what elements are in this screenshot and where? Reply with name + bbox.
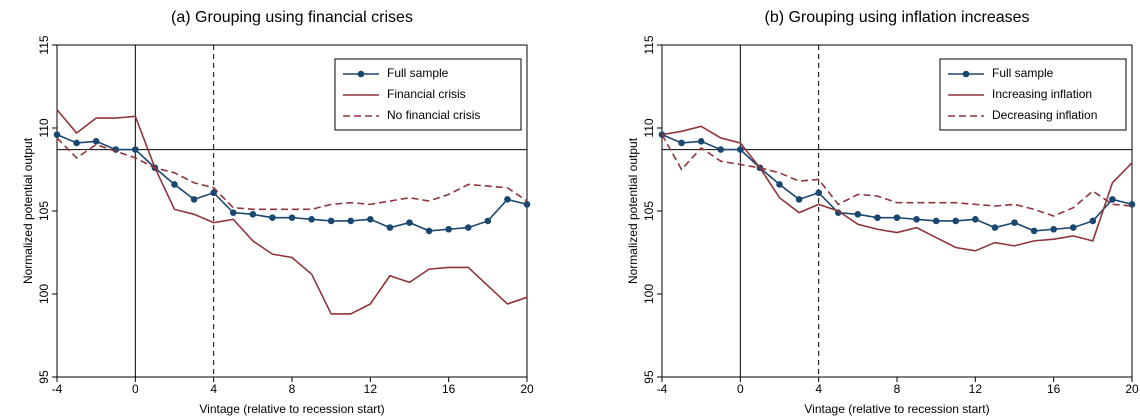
x-axis-label: Vintage (relative to recession start) [804, 402, 989, 416]
point [717, 146, 725, 153]
point [972, 216, 979, 223]
y-tick-label: 105 [37, 201, 51, 221]
point [367, 216, 374, 223]
legend-label: No financial crisis [387, 108, 480, 122]
point [132, 146, 139, 153]
point [1050, 225, 1057, 233]
legend-label: Full sample [992, 66, 1054, 80]
point [327, 217, 335, 225]
point [425, 227, 433, 235]
x-axis-label: Vintage (relative to recession start) [199, 402, 384, 416]
point [1030, 227, 1038, 235]
point [190, 196, 198, 203]
x-tick-label: 12 [364, 382, 378, 396]
point [347, 217, 355, 225]
point [932, 217, 940, 225]
y-tick-label: 105 [642, 201, 656, 221]
y-tick-label: 95 [37, 370, 51, 384]
y-tick-label: 115 [37, 35, 51, 54]
point [53, 131, 61, 138]
point [737, 146, 744, 153]
x-tick-label: 20 [520, 382, 534, 396]
x-tick-label: -4 [52, 382, 63, 396]
point [795, 196, 803, 203]
y-tick-label: 100 [642, 284, 656, 304]
series-line [56, 109, 528, 315]
point [523, 201, 531, 208]
point [854, 211, 862, 218]
x-tick-label: 16 [1047, 382, 1061, 396]
point [678, 139, 685, 147]
y-tick-label: 100 [37, 284, 51, 304]
series-line [56, 137, 528, 211]
legend-label: Full sample [387, 66, 449, 80]
point [504, 196, 511, 203]
x-tick-label: 0 [737, 382, 744, 396]
point [952, 217, 960, 225]
point [893, 214, 901, 221]
point [697, 137, 705, 145]
legend-label: Decreasing inflation [992, 108, 1097, 122]
point [269, 214, 276, 221]
series-line [661, 134, 1133, 217]
point [815, 189, 822, 197]
point [229, 209, 237, 216]
x-tick-label: 20 [1125, 382, 1139, 396]
chart-title: (b) Grouping using inflation increases [764, 9, 1029, 26]
y-tick-label: 95 [642, 370, 656, 384]
legend-label: Increasing inflation [992, 87, 1092, 101]
point [386, 224, 394, 231]
legend-marker [357, 70, 365, 78]
y-axis-label: Normalized potential output [21, 137, 35, 284]
point [464, 224, 472, 231]
y-tick-label: 110 [37, 118, 51, 137]
x-tick-label: 12 [969, 382, 983, 396]
point [308, 216, 315, 223]
point [445, 225, 452, 233]
point [484, 217, 492, 225]
x-tick-label: 8 [289, 382, 296, 396]
x-tick-label: 4 [815, 382, 822, 396]
series-line [661, 125, 1133, 252]
y-axis-label: Normalized potential output [626, 137, 640, 284]
point [210, 189, 217, 197]
legend-marker [962, 70, 970, 78]
point [92, 137, 100, 145]
point [1089, 217, 1097, 225]
point [1011, 219, 1018, 226]
x-tick-label: 0 [132, 382, 139, 396]
point [1069, 224, 1077, 231]
point [776, 181, 783, 188]
chart-title: (a) Grouping using financial crises [171, 9, 413, 26]
x-tick-label: 16 [442, 382, 456, 396]
x-tick-label: 8 [894, 382, 901, 396]
legend-label: Financial crisis [387, 87, 466, 101]
x-tick-label: 4 [210, 382, 217, 396]
y-tick-label: 110 [642, 118, 656, 137]
x-tick-label: -4 [657, 382, 668, 396]
point [73, 139, 80, 147]
point [406, 219, 413, 226]
point [991, 224, 999, 231]
point [1109, 196, 1116, 203]
point [913, 216, 920, 223]
point [249, 211, 257, 218]
point [171, 181, 178, 188]
point [874, 214, 881, 221]
point [1128, 201, 1136, 208]
point [288, 214, 296, 221]
y-tick-label: 115 [642, 35, 656, 54]
